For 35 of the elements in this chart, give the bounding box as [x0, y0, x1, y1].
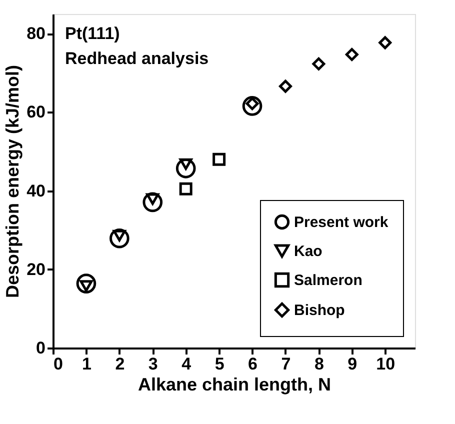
x-tick-label: 2 [115, 354, 125, 374]
x-tick-label: 5 [214, 354, 224, 374]
x-tick-label: 3 [148, 354, 158, 374]
point [242, 96, 262, 116]
point [76, 274, 96, 294]
legend-label: Bishop [294, 302, 345, 319]
x-tick-label: 6 [248, 354, 258, 374]
point [142, 192, 163, 212]
point [278, 80, 292, 93]
annotation: Pt(111) [65, 24, 120, 43]
point [176, 158, 196, 178]
x-axis-title: Alkane chain length, N [138, 374, 332, 394]
legend-label: Kao [294, 243, 322, 260]
x-tick-label: 0 [54, 354, 63, 374]
x-tick-label: 10 [376, 354, 396, 374]
point [312, 57, 326, 70]
point [378, 36, 392, 50]
point [110, 228, 130, 248]
y-tick-label: 60 [26, 102, 46, 122]
point [345, 48, 358, 61]
y-tick-label: 40 [26, 181, 46, 200]
y-tick-label: 20 [26, 260, 46, 279]
x-tick-label: 9 [348, 354, 358, 374]
y-tick-label: 0 [36, 338, 46, 358]
y-tick-label: 80 [26, 24, 46, 44]
legend-label: Salmeron [294, 272, 362, 289]
point [179, 182, 192, 196]
x-tick-label: 8 [314, 354, 324, 374]
x-tick-label: 7 [281, 354, 291, 374]
point [212, 152, 226, 166]
legend-label: Present work [294, 214, 389, 231]
x-tick-label: 4 [182, 354, 192, 374]
annotation: Redhead analysis [65, 49, 209, 68]
y-axis-title: Desorption energy (kJ/mol) [2, 64, 23, 298]
x-tick-label: 1 [82, 354, 92, 374]
